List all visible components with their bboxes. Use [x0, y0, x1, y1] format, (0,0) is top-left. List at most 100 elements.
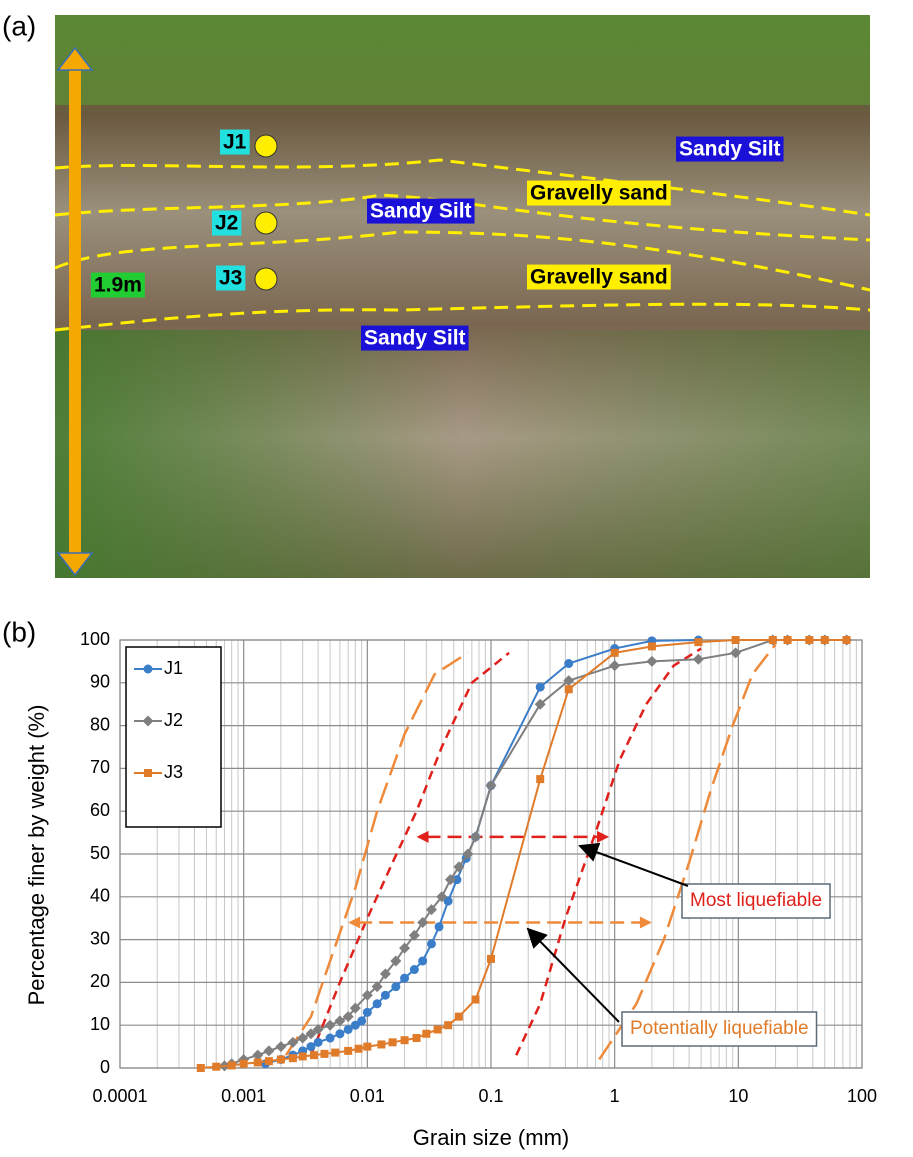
layer-boundary — [54, 230, 871, 292]
label-box — [527, 264, 671, 290]
data-point — [453, 861, 465, 873]
data-point — [227, 1061, 236, 1070]
data-point — [313, 1037, 323, 1047]
sample-point — [254, 134, 278, 158]
legend-marker — [144, 769, 152, 777]
y-tick-label: 10 — [90, 1014, 110, 1034]
data-point — [391, 982, 401, 992]
data-point — [805, 636, 814, 644]
vegetation — [55, 330, 870, 578]
layer-boundaries — [54, 158, 871, 332]
data-point — [344, 1046, 353, 1055]
label-box — [361, 325, 469, 351]
layer-label: Gravelly sand — [530, 266, 668, 289]
data-point — [297, 1032, 309, 1044]
data-point — [692, 653, 704, 665]
annotation-box — [621, 1011, 818, 1047]
data-point — [426, 939, 436, 949]
boundary-curve — [515, 647, 702, 1056]
legend-label: J2 — [164, 710, 183, 730]
plot: 0 10 20 30 40 50 60 70 80 90 100 0.0001 0.001 0.01 0.1… — [80, 629, 877, 1106]
data-point — [820, 636, 829, 644]
data-point — [417, 916, 429, 928]
data-point — [399, 942, 411, 954]
data-point — [418, 956, 428, 966]
data-point — [325, 1033, 335, 1043]
y-tick-label: 100 — [80, 629, 110, 649]
data-point — [343, 1024, 353, 1034]
data-point — [730, 647, 742, 659]
boundary-curve — [309, 651, 510, 1056]
y-tick-label: 50 — [90, 843, 110, 863]
label-box — [91, 272, 145, 298]
data-point — [731, 636, 740, 644]
data-point — [362, 1007, 372, 1017]
data-point — [288, 1054, 297, 1063]
data-point — [646, 655, 658, 667]
data-point — [357, 1016, 367, 1026]
data-point — [342, 1011, 354, 1023]
data-point — [361, 989, 373, 1001]
data-point — [334, 1015, 346, 1027]
data-point — [390, 955, 402, 967]
data-point — [276, 1055, 285, 1064]
plot-frame — [119, 639, 863, 1069]
y-tick-label: 80 — [90, 714, 110, 734]
y-tick-label: 70 — [90, 757, 110, 777]
data-point — [335, 1029, 345, 1039]
y-tick-label: 20 — [90, 971, 110, 991]
height-arrow-heads — [56, 46, 94, 577]
data-point — [444, 874, 456, 886]
data-point — [842, 636, 851, 644]
annotation: Potentially liquefiable — [630, 1018, 809, 1039]
legend-marker — [142, 715, 154, 727]
data-point — [694, 638, 703, 647]
x-tick-label: 0.0001 — [92, 1086, 147, 1106]
label-box — [212, 210, 242, 236]
data-point — [363, 1042, 372, 1051]
data-point — [239, 1059, 248, 1068]
data-point — [425, 904, 437, 916]
data-point — [400, 1036, 409, 1045]
data-point — [252, 1049, 264, 1061]
data-point — [436, 891, 448, 903]
data-point — [534, 698, 546, 710]
data-point — [287, 1036, 299, 1048]
data-point — [462, 848, 474, 860]
y-tick-label: 0 — [100, 1057, 110, 1077]
data-point — [212, 1062, 221, 1071]
x-tick-label: 0.001 — [221, 1086, 266, 1106]
data-point — [536, 775, 545, 784]
legend-marker — [143, 664, 153, 674]
x-axis-label: Grain size (mm) — [413, 1125, 569, 1150]
layer-label: Sandy Silt — [370, 200, 472, 223]
photo: 1.9m J1 J2 J3 Sandy Silt Gravelly sand S… — [54, 15, 871, 578]
legend-label: J3 — [164, 762, 183, 782]
sample-label: J3 — [219, 267, 242, 290]
boundary-curve — [598, 643, 777, 1061]
data-point — [412, 1034, 421, 1043]
x-tick-label: 100 — [847, 1086, 877, 1106]
data-point — [320, 1049, 329, 1058]
sample-point — [254, 211, 278, 235]
data-point — [409, 965, 419, 975]
y-tick-label: 40 — [90, 886, 110, 906]
data-point — [444, 1021, 453, 1030]
label-box — [367, 198, 475, 224]
y-axis-label: Percentage finer by weight (%) — [24, 705, 49, 1006]
data-point — [485, 780, 497, 792]
data-point — [422, 1029, 431, 1038]
data-point — [408, 929, 420, 941]
data-point — [253, 1058, 262, 1067]
data-point — [400, 973, 410, 983]
data-point — [309, 1051, 318, 1060]
layer-boundary — [54, 302, 871, 332]
data-point — [470, 831, 482, 843]
callout-arrow — [578, 842, 689, 887]
grass — [55, 15, 870, 105]
layer-boundary — [54, 193, 871, 242]
height-label: 1.9m — [94, 274, 142, 297]
layer-label: Sandy Silt — [364, 327, 466, 350]
data-point — [324, 1019, 336, 1031]
